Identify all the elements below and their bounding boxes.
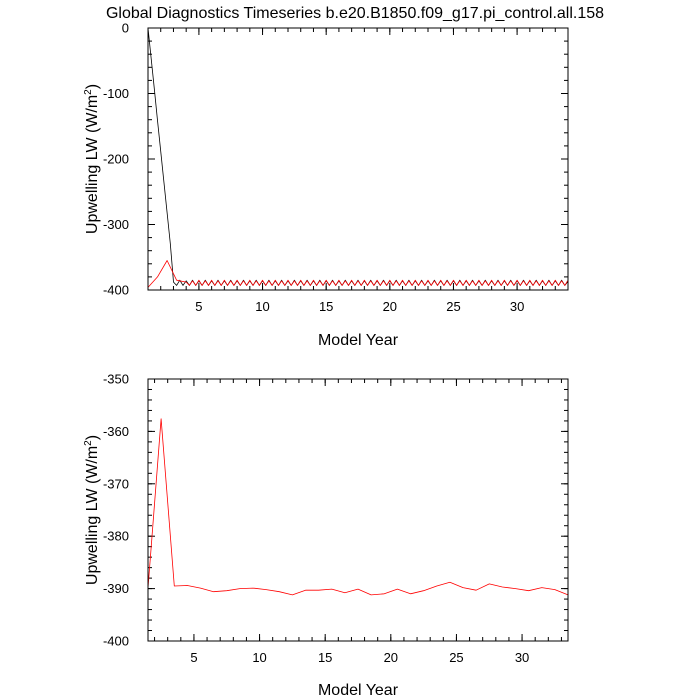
y-tick-label: 0 — [122, 21, 129, 36]
x-tick-label: 15 — [318, 650, 332, 665]
y-tick-label: -360 — [103, 424, 129, 439]
figure-title: Global Diagnostics Timeseries b.e20.B185… — [106, 5, 604, 22]
y-tick-label: -350 — [103, 372, 129, 387]
x-axis-label: Model Year — [318, 332, 399, 349]
x-tick-label: 5 — [190, 650, 197, 665]
y-axis-label: Upwelling LW (W/m2) — [83, 435, 101, 585]
x-tick-label: 15 — [319, 299, 333, 314]
series-line-0 — [147, 27, 569, 286]
y-tick-label: -300 — [103, 217, 129, 232]
y-tick-label: -370 — [103, 476, 129, 491]
y-tick-label: -200 — [103, 152, 129, 167]
plot-frame — [147, 27, 569, 291]
series-line-1 — [147, 260, 569, 288]
y-tick-label: -400 — [103, 634, 129, 649]
x-tick-label: 10 — [255, 299, 269, 314]
x-tick-label: 20 — [384, 650, 398, 665]
x-tick-label: 10 — [252, 650, 266, 665]
x-tick-label: 25 — [449, 650, 463, 665]
x-axis-label: Model Year — [318, 682, 399, 699]
x-tick-label: 25 — [446, 299, 460, 314]
x-tick-label: 20 — [383, 299, 397, 314]
series-line-0 — [147, 418, 569, 596]
y-tick-label: -100 — [103, 86, 129, 101]
y-tick-label: -380 — [103, 529, 129, 544]
x-tick-label: 30 — [510, 299, 524, 314]
y-tick-label: -400 — [103, 283, 129, 298]
y-tick-label: -390 — [103, 581, 129, 596]
x-tick-label: 5 — [195, 299, 202, 314]
plot-frame — [147, 378, 569, 642]
bottom-chart: 5 10 15 20 25 30 -400 -390 -380 -370 -360 -350 Mode… — [83, 372, 569, 699]
y-axis-label: Upwelling LW (W/m2) — [83, 84, 101, 234]
x-tick-label: 30 — [515, 650, 529, 665]
